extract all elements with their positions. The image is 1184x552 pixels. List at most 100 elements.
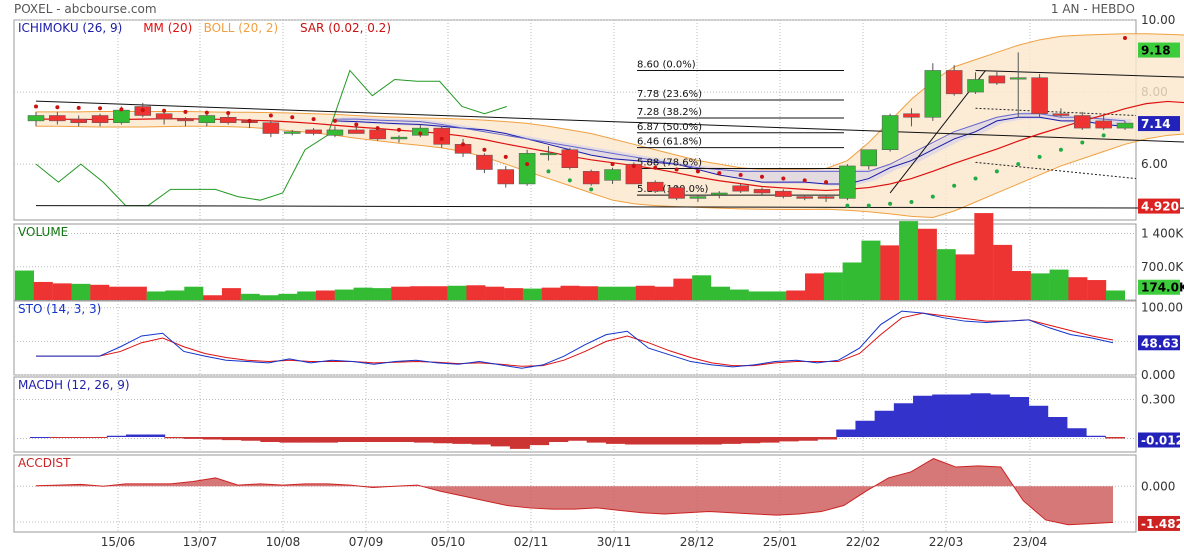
candle-body <box>924 70 942 118</box>
volume-bar <box>823 272 843 300</box>
sar-dot <box>98 106 103 111</box>
candle-body <box>219 117 237 123</box>
sar-dot <box>802 178 807 183</box>
accdist-area <box>36 458 1113 525</box>
candle-body <box>262 122 280 134</box>
volume-bar <box>410 286 430 300</box>
panel-frame <box>13 300 1137 376</box>
volume-bar <box>353 287 373 300</box>
macd-histogram-bar <box>509 437 530 449</box>
candle-body <box>988 75 1006 84</box>
candle-body <box>283 131 301 134</box>
candle-body <box>198 115 216 123</box>
sar-dot <box>55 105 60 110</box>
sar-dot <box>738 172 743 177</box>
candle-body <box>326 129 344 136</box>
panel-label: VOLUME <box>18 225 68 239</box>
x-tick-label: 10/08 <box>266 535 301 549</box>
volume-bar <box>955 254 975 300</box>
sar-dot <box>76 105 81 110</box>
indicator-legend-label: SAR (0.02, 0.2) <box>300 21 391 35</box>
sar-dot <box>1101 133 1106 138</box>
candle-body <box>1009 77 1027 80</box>
sar-dot <box>204 110 209 115</box>
candle-body <box>70 118 87 123</box>
sar-dot <box>1080 140 1085 145</box>
header-period: 1 AN - HEBDO <box>1051 2 1135 16</box>
candle-body <box>881 115 899 150</box>
panel-label: STO (14, 3, 3) <box>18 302 101 316</box>
volume-bar <box>654 286 674 300</box>
macd-histogram-bar <box>1047 417 1068 437</box>
volume-bar <box>993 244 1013 300</box>
sar-dot <box>695 169 700 174</box>
volume-bar <box>1011 271 1031 300</box>
sar-dot <box>674 167 679 172</box>
volume-bar <box>936 249 956 300</box>
macd-histogram-bar <box>433 437 454 444</box>
x-tick-label: 22/03 <box>929 535 964 549</box>
candle-body <box>817 196 835 199</box>
macd-histogram-bar <box>49 437 70 438</box>
y-tick-label: 0.300 <box>1141 393 1175 407</box>
candle-body <box>348 129 365 134</box>
macd-histogram-bar <box>778 437 799 442</box>
candle-body <box>1116 122 1134 129</box>
stochastic-k-line <box>36 310 1114 369</box>
sar-dot <box>461 142 466 147</box>
volume-bar <box>466 285 486 300</box>
price-upper-value-label: 9.18 <box>1141 44 1171 58</box>
volume-bar <box>541 287 561 300</box>
sar-dot <box>354 122 359 127</box>
macd-histogram-bar <box>1105 437 1125 439</box>
candle-body <box>305 129 322 134</box>
sar-dot <box>567 178 572 183</box>
macd-histogram-bar <box>855 420 876 437</box>
candle-body <box>839 165 856 199</box>
macd-histogram-bar <box>548 437 569 442</box>
candle-body <box>646 181 664 192</box>
sar-dot <box>1016 162 1021 167</box>
volume-bar <box>1087 280 1107 300</box>
sar-dot <box>1123 36 1127 41</box>
macd-histogram-bar <box>721 437 742 444</box>
macd-histogram-bar <box>1028 405 1049 437</box>
volume-bar <box>315 290 335 300</box>
sar-dot <box>760 174 764 179</box>
sar-dot <box>439 136 444 141</box>
sar-dot <box>952 183 957 188</box>
macd-histogram-bar <box>817 437 838 440</box>
x-tick-label: 05/10 <box>431 535 466 549</box>
volume-bar <box>560 285 580 300</box>
sar-dot <box>781 176 786 181</box>
volume-bar <box>692 275 712 300</box>
stochastic-d-line <box>36 312 1114 367</box>
volume-bar <box>673 278 693 300</box>
macd-histogram-bar <box>260 437 281 442</box>
trend-line-dotted <box>975 161 1137 180</box>
macd-histogram-bar <box>183 437 204 439</box>
sar-dot <box>311 117 316 122</box>
volume-last-value-label: 174.0K <box>1141 281 1184 295</box>
volume-last-value-label-box <box>1138 279 1180 295</box>
price-low-value-label-box <box>1138 198 1180 214</box>
macd-histogram-bar <box>682 437 703 445</box>
sar-dot <box>332 118 337 123</box>
macd-histogram-bar <box>106 435 127 437</box>
candle-body <box>155 113 173 120</box>
macd-histogram-bar <box>471 437 492 445</box>
candle-body <box>49 115 66 122</box>
sar-dot <box>930 194 935 199</box>
macd-histogram-bar <box>375 437 396 442</box>
x-tick-label: 30/11 <box>597 535 632 549</box>
sar-dot <box>866 203 871 208</box>
candle-body <box>711 192 728 196</box>
candle-body <box>369 129 386 140</box>
sar-dot <box>119 107 124 112</box>
indicator-legend-label: ICHIMOKU (26, 9) <box>18 21 122 35</box>
fibonacci-level-label: 6.87 (50.0%) <box>637 122 702 133</box>
candle-body <box>945 70 963 95</box>
fibonacci-level-label: 8.60 (0.0%) <box>637 59 696 70</box>
volume-bar <box>880 245 900 300</box>
candle-body <box>91 115 109 123</box>
